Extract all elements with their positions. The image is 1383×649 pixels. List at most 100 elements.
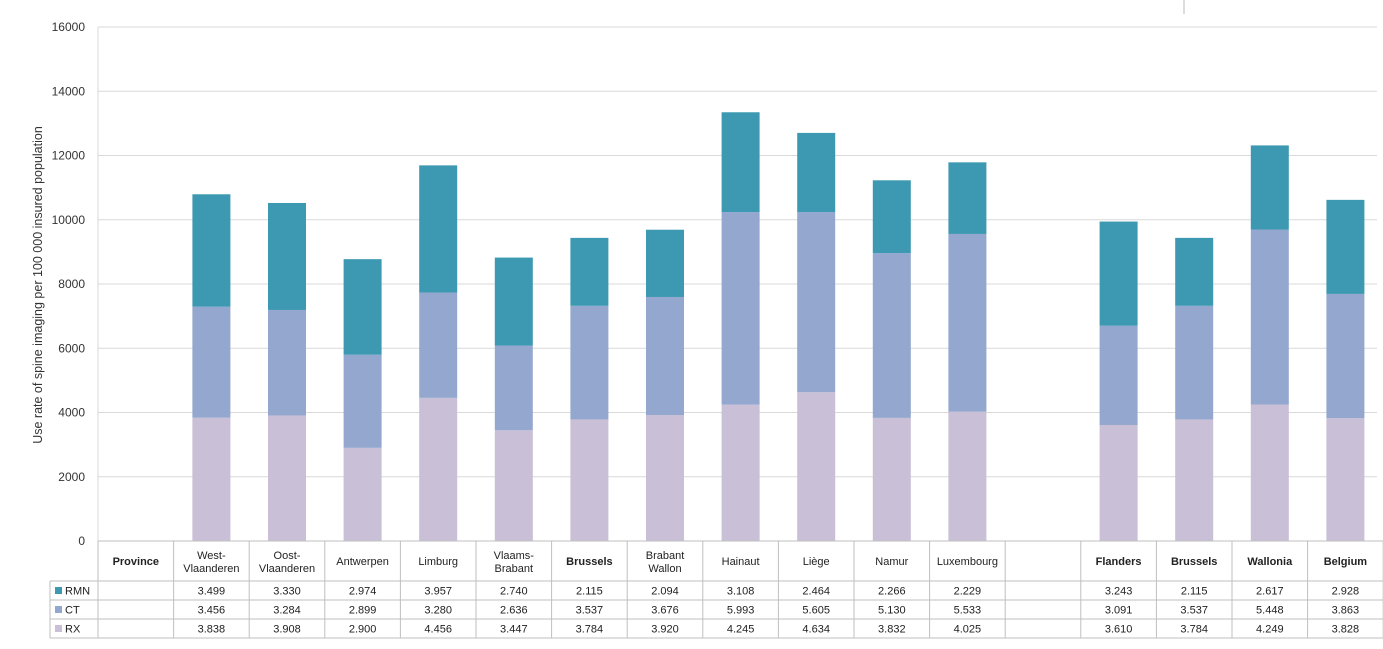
table-value: 2.229 xyxy=(954,586,982,598)
table-value: 2.094 xyxy=(651,586,679,598)
bar-segment-rmn xyxy=(872,180,911,254)
legend-swatch-rx xyxy=(55,625,62,632)
bar-segment-rx xyxy=(1250,404,1289,541)
bar-segment-ct xyxy=(570,305,609,420)
category-label: Limburg xyxy=(418,556,458,568)
table-value: 3.863 xyxy=(1332,605,1360,617)
y-tick-label: 16000 xyxy=(52,20,86,34)
bar-segment-rmn xyxy=(192,194,231,307)
category-label: Belgium xyxy=(1324,556,1368,568)
legend-label-ct: CT xyxy=(65,605,80,617)
table-value: 3.908 xyxy=(273,624,301,636)
table-value: 3.610 xyxy=(1105,624,1133,636)
table-value: 3.537 xyxy=(1180,605,1208,617)
table-value: 3.676 xyxy=(651,605,679,617)
y-tick-label: 0 xyxy=(78,534,85,548)
legend-label-rx: RX xyxy=(65,624,81,636)
y-tick-label: 2000 xyxy=(58,470,85,484)
bar-segment-rx xyxy=(1099,425,1138,541)
table-value: 5.448 xyxy=(1256,605,1284,617)
bar-segment-rmn xyxy=(570,237,609,306)
bar-segment-ct xyxy=(419,292,458,398)
bar-segment-ct xyxy=(721,212,760,405)
category-label: Vlaanderen xyxy=(183,563,239,575)
category-label: Brussels xyxy=(566,556,612,568)
legend-swatch-rmn xyxy=(55,587,62,594)
table-value: 3.920 xyxy=(651,624,679,636)
y-tick-label: 14000 xyxy=(52,84,86,98)
bar-segment-rmn xyxy=(646,229,684,297)
table-value: 3.108 xyxy=(727,586,755,598)
bar-segment-rx xyxy=(1326,418,1365,541)
bar-segment-rmn xyxy=(721,112,760,213)
table-value: 3.784 xyxy=(1180,624,1208,636)
table-value: 2.740 xyxy=(500,586,528,598)
table-value: 3.832 xyxy=(878,624,906,636)
bar-segment-rx xyxy=(268,415,306,541)
bars xyxy=(192,112,1365,541)
bar-segment-rx xyxy=(646,415,684,541)
bar-segment-ct xyxy=(872,253,911,418)
category-label: Oost- xyxy=(274,550,301,562)
bar-segment-rmn xyxy=(1250,145,1289,230)
bar-segment-rmn xyxy=(1326,199,1365,294)
bar-segment-ct xyxy=(1326,293,1365,419)
table-value: 2.617 xyxy=(1256,586,1284,598)
bar-segment-rx xyxy=(1175,419,1214,541)
category-label: Hainaut xyxy=(722,556,760,568)
bar-segment-ct xyxy=(192,306,231,418)
y-tick-label: 12000 xyxy=(52,149,86,163)
table-value: 3.280 xyxy=(424,605,452,617)
legend-label-rmn: RMN xyxy=(65,586,90,598)
category-label: Wallonia xyxy=(1247,556,1293,568)
bar-segment-rx xyxy=(797,392,836,541)
table-value: 3.456 xyxy=(198,605,226,617)
table-value: 4.245 xyxy=(727,624,755,636)
bar-segment-rx xyxy=(948,411,987,541)
table-value: 2.899 xyxy=(349,605,377,617)
bar-segment-rmn xyxy=(1099,221,1138,326)
table-value: 4.634 xyxy=(802,624,830,636)
table-value: 3.447 xyxy=(500,624,528,636)
y-tick-label: 6000 xyxy=(58,341,85,355)
data-table: Province West-VlaanderenOost-VlaanderenAn… xyxy=(49,540,1383,639)
category-label: Brabant xyxy=(646,550,685,562)
table-value: 3.091 xyxy=(1105,605,1133,617)
table-value: 2.900 xyxy=(349,624,377,636)
table-value: 5.993 xyxy=(727,605,755,617)
category-label: Wallon xyxy=(648,563,681,575)
bar-segment-ct xyxy=(646,296,684,416)
table-value: 3.537 xyxy=(576,605,604,617)
table-value: 3.284 xyxy=(273,605,301,617)
bar-segment-rmn xyxy=(948,162,987,234)
y-tick-label: 4000 xyxy=(58,406,85,420)
table-header-province: Province xyxy=(113,556,159,568)
bar-segment-ct xyxy=(797,212,836,393)
bar-segment-rx xyxy=(192,417,231,541)
category-label: Luxembourg xyxy=(937,556,998,568)
table-value: 3.330 xyxy=(273,586,301,598)
y-axis-ticks: 0 2000 4000 6000 8000 10000 12000 14000 16000 xyxy=(52,20,86,548)
bar-segment-rmn xyxy=(494,257,533,346)
table-value: 2.115 xyxy=(576,586,603,598)
bar-segment-ct xyxy=(1175,305,1214,420)
category-label: Brabant xyxy=(495,563,534,575)
table-value: 2.115 xyxy=(1181,586,1208,598)
y-tick-label: 8000 xyxy=(58,277,85,291)
table-value: 5.130 xyxy=(878,605,906,617)
bar-segment-ct xyxy=(343,354,382,448)
table-value: 4.249 xyxy=(1256,624,1284,636)
category-label: Namur xyxy=(875,556,908,568)
table-value: 3.828 xyxy=(1332,624,1360,636)
bar-segment-ct xyxy=(948,233,987,412)
bar-segment-rx xyxy=(872,417,911,541)
category-label: Vlaams- xyxy=(494,550,535,562)
category-label: Antwerpen xyxy=(336,556,389,568)
bar-segment-rx xyxy=(343,447,382,541)
table-value: 4.456 xyxy=(424,624,452,636)
table-value: 3.784 xyxy=(576,624,604,636)
bar-segment-rx xyxy=(494,430,533,541)
bar-segment-ct xyxy=(1099,325,1138,426)
bar-segment-rx xyxy=(419,397,458,541)
